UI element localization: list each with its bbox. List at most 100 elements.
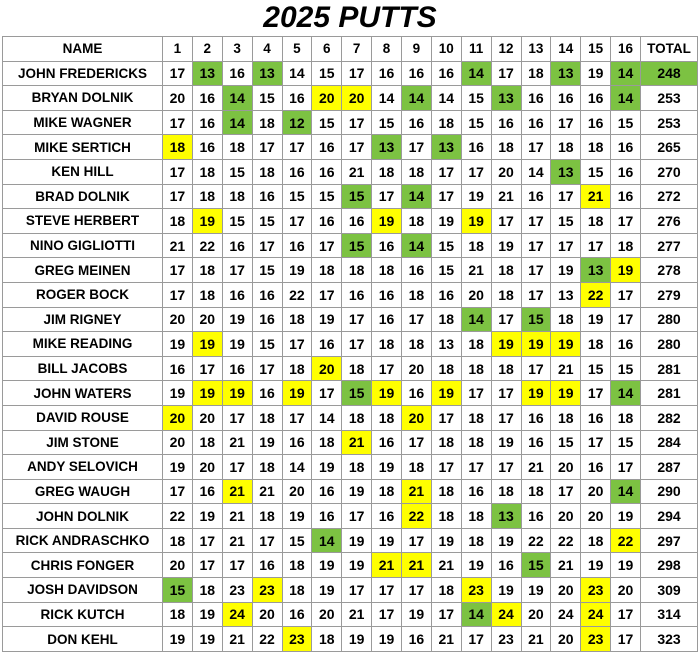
score-cell: 17: [311, 232, 343, 259]
score-cell: 16: [221, 232, 253, 259]
player-row: GREG WAUGH 17 16 21 21 20 16 19 18 21 18 16 18 18 17 20…: [2, 478, 698, 505]
score-cell: 17: [281, 331, 313, 357]
column-header: 15: [580, 36, 612, 62]
score-cell: 19: [281, 257, 313, 283]
score-cell: 17: [430, 158, 462, 185]
total-cell: 272: [640, 183, 698, 210]
score-cell: 16: [281, 158, 313, 185]
score-cell: 16: [311, 478, 343, 505]
score-cell: 18: [371, 158, 402, 185]
score-cell: 16: [371, 503, 402, 529]
score-cell: 19: [610, 552, 641, 579]
score-cell: 19: [281, 380, 313, 406]
score-cell: 17: [610, 208, 641, 234]
score-cell: 17: [550, 478, 582, 505]
score-cell: 20: [162, 552, 193, 579]
score-cell: 16: [221, 60, 253, 87]
score-cell: 18: [162, 134, 193, 160]
score-cell: 20: [251, 601, 283, 628]
score-cell: 14: [311, 404, 343, 431]
score-cell: 13: [490, 85, 522, 111]
score-cell: 17: [251, 355, 283, 382]
score-cell: 17: [490, 208, 522, 234]
score-cell: 17: [610, 281, 641, 308]
score-cell: 16: [401, 380, 432, 406]
score-cell: 23: [490, 626, 522, 652]
score-cell: 15: [550, 429, 582, 456]
score-cell: 18: [311, 429, 343, 456]
score-cell: 16: [401, 109, 432, 136]
score-cell: 19: [221, 331, 253, 357]
player-row: JIM RIGNEY 20 20 19 16 18 19 17 16 17 18 14 17 15 18 19…: [2, 306, 698, 333]
score-cell: 20: [550, 577, 582, 603]
score-cell: 17: [580, 232, 612, 259]
player-name: JOSH DAVIDSON: [2, 577, 163, 603]
column-header: 7: [341, 36, 373, 62]
score-cell: 18: [580, 331, 612, 357]
score-cell: 16: [401, 257, 432, 283]
score-cell: 13: [550, 281, 582, 308]
player-row: MIKE WAGNER 17 16 14 18 12 15 17 15 16 18 15 16 16 17 1…: [2, 109, 698, 136]
score-cell: 18: [221, 134, 253, 160]
score-cell: 20: [580, 503, 612, 529]
score-cell: 14: [221, 85, 253, 111]
total-cell: 297: [640, 527, 698, 554]
score-cell: 18: [490, 478, 522, 505]
score-cell: 18: [341, 257, 373, 283]
score-cell: 17: [520, 134, 552, 160]
score-cell: 16: [281, 601, 313, 628]
score-cell: 18: [162, 208, 193, 234]
score-cell: 16: [221, 355, 253, 382]
score-cell: 15: [610, 429, 641, 456]
score-cell: 18: [281, 552, 313, 579]
score-cell: 21: [401, 552, 432, 579]
score-cell: 17: [162, 257, 193, 283]
score-cell: 15: [311, 60, 343, 87]
total-cell: 279: [640, 281, 698, 308]
score-cell: 17: [162, 281, 193, 308]
score-cell: 18: [460, 527, 492, 554]
score-cell: 18: [341, 355, 373, 382]
score-cell: 19: [371, 527, 402, 554]
player-name: ANDY SELOVICH: [2, 454, 163, 480]
score-cell: 17: [311, 281, 343, 308]
score-cell: 18: [430, 429, 462, 456]
player-name: JOHN FREDERICKS: [2, 60, 163, 87]
score-cell: 14: [610, 380, 641, 406]
score-cell: 17: [550, 183, 582, 210]
score-cell: 17: [580, 429, 612, 456]
score-cell: 16: [251, 552, 283, 579]
score-cell: 17: [371, 355, 402, 382]
score-cell: 19: [610, 257, 641, 283]
score-cell: 17: [430, 601, 462, 628]
player-name: JOHN WATERS: [2, 380, 163, 406]
score-cell: 16: [490, 552, 522, 579]
score-cell: 18: [162, 527, 193, 554]
score-cell: 17: [191, 355, 223, 382]
total-cell: 270: [640, 158, 698, 185]
score-cell: 16: [490, 109, 522, 136]
score-cell: 21: [341, 429, 373, 456]
score-cell: 24: [221, 601, 253, 628]
column-header: NAME: [2, 36, 163, 62]
total-cell: 248: [640, 60, 698, 87]
player-row: JOHN DOLNIK 22 19 21 18 19 16 17 16 22 18 18 13 16 20 2…: [2, 503, 698, 529]
score-cell: 18: [191, 577, 223, 603]
score-cell: 16: [610, 331, 641, 357]
score-cell: 20: [162, 429, 193, 456]
score-cell: 20: [490, 158, 522, 185]
score-cell: 18: [311, 626, 343, 652]
player-row: DON KEHL 19 19 21 22 23 18 19 19 16 21 17 23 21 20 23 17…: [2, 626, 698, 652]
score-cell: 19: [191, 331, 223, 357]
score-cell: 17: [341, 60, 373, 87]
column-header: 2: [191, 36, 223, 62]
score-cell: 15: [341, 380, 373, 406]
score-cell: 18: [401, 158, 432, 185]
player-name: RICK ANDRASCHKO: [2, 527, 163, 554]
score-cell: 15: [281, 183, 313, 210]
score-cell: 15: [610, 355, 641, 382]
score-cell: 19: [550, 331, 582, 357]
score-cell: 21: [550, 355, 582, 382]
score-cell: 21: [221, 527, 253, 554]
score-cell: 16: [371, 60, 402, 87]
